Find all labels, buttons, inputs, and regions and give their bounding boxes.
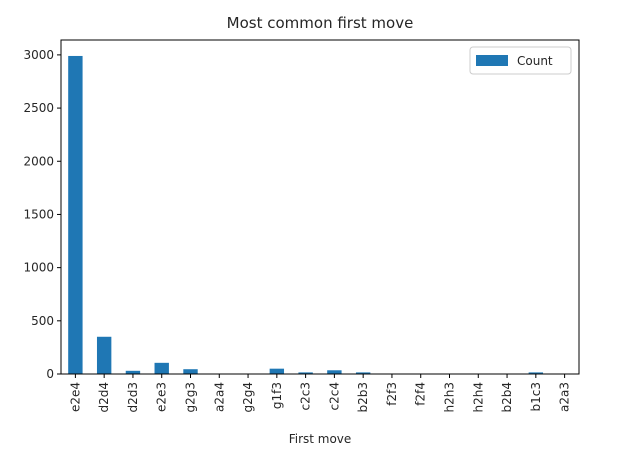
bar-e2e4 <box>68 55 83 375</box>
bar-b1c3 <box>528 372 544 374</box>
bar-d2d4 <box>96 336 112 374</box>
bar-g1f3 <box>269 368 285 374</box>
legend-box <box>469 46 572 75</box>
x-tick-label-c2c4: c2c4 <box>327 382 341 410</box>
y-tick-label: 1500 <box>23 207 54 221</box>
x-tick-label-e2e4: e2e4 <box>68 382 82 412</box>
y-tick-label: 3000 <box>23 48 54 62</box>
bar-c2c3 <box>298 372 313 374</box>
x-tick-label-h2h3: h2h3 <box>443 382 457 412</box>
x-tick-label-e2e3: e2e3 <box>155 382 169 412</box>
x-tick-label-g1f3: g1f3 <box>270 382 284 409</box>
chart-title: Most common first move <box>227 14 414 32</box>
legend-swatch <box>476 55 508 66</box>
plot-frame <box>60 39 580 375</box>
x-tick-label-f2f3: f2f3 <box>385 382 399 406</box>
bar-e2e3 <box>154 362 169 374</box>
bar-b2b3 <box>355 372 371 374</box>
y-tick-label: 2500 <box>23 101 54 115</box>
x-tick-label-f2f4: f2f4 <box>414 382 428 406</box>
x-tick-label-b1c3: b1c3 <box>529 382 543 411</box>
x-tick-label-c2c3: c2c3 <box>299 382 313 410</box>
x-tick-label-g2g4: g2g4 <box>241 382 255 413</box>
x-tick-label-d2d4: d2d4 <box>97 382 111 413</box>
x-tick-label-b2b4: b2b4 <box>500 382 514 413</box>
x-tick-label-b2b3: b2b3 <box>356 382 370 413</box>
y-tick-label: 1000 <box>23 261 54 275</box>
x-axis: e2e4 d2d4 d2d3 e2e3 g2g3 a2a4 g2g4 g1f3 c2c3 c2c4… <box>68 374 572 413</box>
y-axis: 0 500 1000 1500 2000 2500 3000 <box>23 48 61 381</box>
y-tick-label: 0 <box>46 367 54 381</box>
x-tick-label-g2g3: g2g3 <box>184 382 198 413</box>
legend: Count <box>469 46 572 75</box>
x-tick-label-a2a4: a2a4 <box>212 382 226 412</box>
bar-g2g3 <box>183 369 198 374</box>
x-axis-title: First move <box>289 432 352 446</box>
x-tick-label-d2d3: d2d3 <box>126 382 140 413</box>
x-tick-label-a2a3: a2a3 <box>558 382 572 412</box>
x-tick-label-h2h4: h2h4 <box>471 382 485 412</box>
bars-group <box>68 55 572 375</box>
y-tick-label: 500 <box>31 314 54 328</box>
legend-label: Count <box>517 54 553 68</box>
bar-c2c4 <box>327 370 342 374</box>
y-tick-label: 2000 <box>23 154 54 168</box>
bar-d2d3 <box>125 370 141 374</box>
